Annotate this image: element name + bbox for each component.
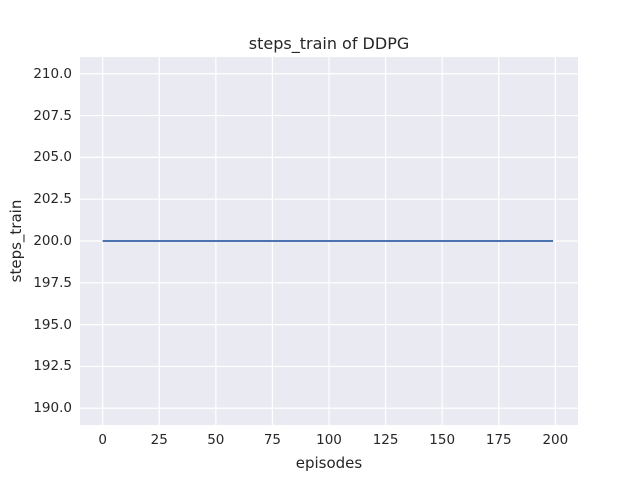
x-tick-label: 50 [207,432,225,448]
y-tick-label: 195.0 [33,316,72,333]
x-tick-label: 150 [429,432,456,448]
y-tick-label: 197.5 [33,274,72,291]
y-tick-label: 207.5 [33,107,72,124]
y-tick-label: 190.0 [33,400,72,417]
x-axis-label: episodes [295,454,363,472]
x-tick-label: 75 [263,432,281,448]
y-tick-label: 200.0 [33,233,72,249]
chart-title: steps_train of DDPG [248,34,410,53]
x-tick-label: 0 [98,432,107,448]
x-tick-label: 100 [316,432,342,448]
y-tick-label: 210.0 [33,65,72,82]
y-tick-label: 192.5 [33,358,72,375]
y-tick-label: 202.5 [33,191,72,208]
x-tick-label: 25 [150,432,168,448]
y-tick-label: 205.0 [33,149,72,166]
x-tick-label: 200 [542,432,569,448]
x-tick-label: 175 [485,432,512,448]
x-tick-label: 125 [372,432,399,448]
